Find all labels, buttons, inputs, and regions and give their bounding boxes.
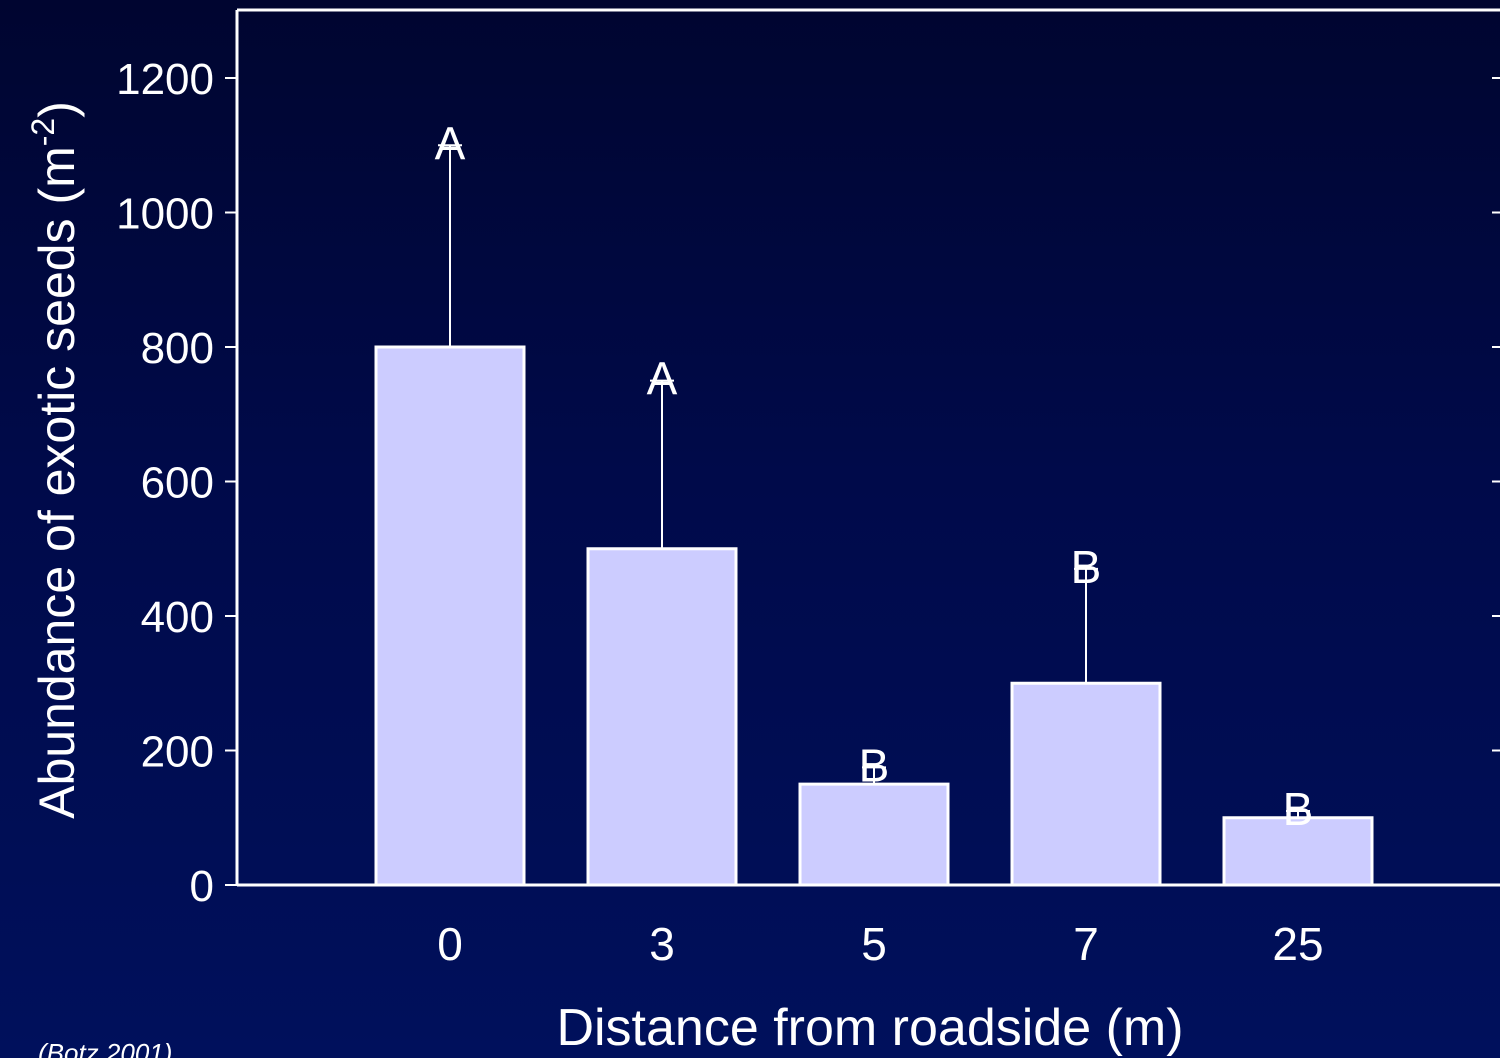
x-tick-label-25: 25 (1272, 918, 1323, 970)
x-tick-label-7: 7 (1073, 918, 1099, 970)
citation: (Botz 2001) (38, 1038, 172, 1058)
x-tick-labels: 0 3 5 7 25 (437, 918, 1323, 970)
bar-0 (374, 345, 526, 887)
y-tick-label: 1000 (116, 190, 214, 239)
group-letter-3: A (647, 353, 678, 405)
group-letter-25: B (1283, 783, 1314, 835)
group-letter-5: B (859, 739, 890, 791)
y-tick-label: 1200 (116, 55, 214, 104)
x-tick-label-3: 3 (649, 918, 675, 970)
bar-25 (1222, 816, 1374, 887)
y-tick-label: 0 (190, 862, 214, 911)
y-tick-label: 800 (141, 324, 214, 373)
bar-5 (798, 782, 950, 887)
y-tick-label: 200 (141, 728, 214, 777)
y-ticks: 0 200 400 600 800 1000 1200 (116, 55, 1500, 911)
y-axis-label: Abundance of exotic seeds (m-2) (25, 101, 85, 819)
y-tick-label: 600 (141, 459, 214, 508)
bar-3 (586, 547, 738, 887)
y-axis-label-main: Abundance of exotic seeds (m (29, 146, 85, 819)
group-letters: A A B B B (435, 117, 1314, 835)
x-tick-label-0: 0 (437, 918, 463, 970)
y-axis-label-close: ) (29, 101, 85, 118)
group-letter-7: B (1071, 541, 1102, 593)
error-bars (438, 144, 1310, 818)
y-axis-label-superscript: -2 (25, 118, 61, 146)
x-axis-label: Distance from roadside (m) (556, 999, 1183, 1057)
group-letter-0: A (435, 117, 466, 169)
bars (374, 345, 1374, 887)
y-tick-label: 400 (141, 593, 214, 642)
x-tick-label-5: 5 (861, 918, 887, 970)
bar-7 (1010, 681, 1162, 887)
